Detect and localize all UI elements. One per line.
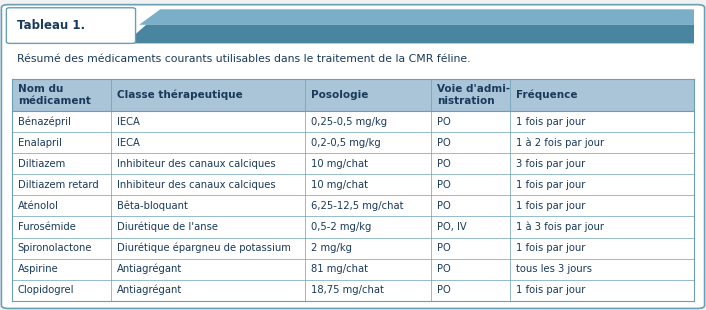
Text: PO: PO [437, 138, 451, 148]
Text: 0,5-2 mg/kg: 0,5-2 mg/kg [311, 222, 371, 232]
Text: Furosémide: Furosémide [18, 222, 76, 232]
Text: 81 mg/chat: 81 mg/chat [311, 264, 368, 274]
Text: 1 à 3 fois par jour: 1 à 3 fois par jour [515, 222, 604, 232]
Bar [12, 216, 694, 237]
Bar [12, 195, 694, 216]
Text: Clopidogrel: Clopidogrel [18, 285, 74, 295]
Text: Tableau 1.: Tableau 1. [17, 19, 85, 32]
Text: Résumé des médicaments courants utilisables dans le traitement de la CMR féline.: Résumé des médicaments courants utilisab… [17, 54, 470, 64]
Text: Fréquence: Fréquence [515, 90, 577, 100]
Text: Antiagrégant: Antiagrégant [116, 285, 181, 295]
Text: 2 mg/kg: 2 mg/kg [311, 243, 352, 253]
Bar [12, 259, 694, 280]
Bar [12, 153, 694, 174]
Text: tous les 3 jours: tous les 3 jours [515, 264, 592, 274]
Text: PO: PO [437, 264, 451, 274]
Text: 10 mg/chat: 10 mg/chat [311, 159, 368, 169]
Text: PO: PO [437, 117, 451, 127]
Text: Voie d'admi-
nistration: Voie d'admi- nistration [437, 84, 510, 106]
Text: Diltiazem retard: Diltiazem retard [18, 180, 98, 190]
Text: IECA: IECA [116, 117, 139, 127]
Text: 10 mg/chat: 10 mg/chat [311, 180, 368, 190]
Text: PO: PO [437, 201, 451, 211]
Text: Bêta-bloquant: Bêta-bloquant [116, 201, 187, 211]
Text: Diurétique épargneu de potassium: Diurétique épargneu de potassium [116, 243, 290, 253]
Text: 1 fois par jour: 1 fois par jour [515, 285, 585, 295]
Text: 6,25-12,5 mg/chat: 6,25-12,5 mg/chat [311, 201, 403, 211]
Bar [12, 174, 694, 195]
Bar [12, 132, 694, 153]
Text: PO: PO [437, 285, 451, 295]
Text: 1 à 2 fois par jour: 1 à 2 fois par jour [515, 138, 604, 148]
Text: PO: PO [437, 180, 451, 190]
Text: Bénazépril: Bénazépril [18, 117, 71, 127]
Bar [12, 237, 694, 259]
Text: Diurétique de l'anse: Diurétique de l'anse [116, 222, 217, 232]
Text: PO, IV: PO, IV [437, 222, 467, 232]
Text: Inhibiteur des canaux calciques: Inhibiteur des canaux calciques [116, 180, 275, 190]
Polygon shape [139, 9, 694, 25]
Text: 1 fois par jour: 1 fois par jour [515, 180, 585, 190]
Text: 18,75 mg/chat: 18,75 mg/chat [311, 285, 384, 295]
FancyBboxPatch shape [1, 5, 705, 308]
Polygon shape [125, 25, 694, 43]
Bar [12, 111, 694, 132]
Text: 1 fois par jour: 1 fois par jour [515, 201, 585, 211]
Bar [12, 79, 694, 111]
Bar [12, 280, 694, 301]
Text: IECA: IECA [116, 138, 139, 148]
Text: Aténolol: Aténolol [18, 201, 59, 211]
Text: Posologie: Posologie [311, 90, 369, 100]
Text: Classe thérapeutique: Classe thérapeutique [116, 90, 242, 100]
Text: 3 fois par jour: 3 fois par jour [515, 159, 585, 169]
Text: Spironolactone: Spironolactone [18, 243, 92, 253]
Text: Inhibiteur des canaux calciques: Inhibiteur des canaux calciques [116, 159, 275, 169]
Text: PO: PO [437, 243, 451, 253]
Text: PO: PO [437, 159, 451, 169]
FancyBboxPatch shape [6, 8, 136, 43]
Text: 1 fois par jour: 1 fois par jour [515, 117, 585, 127]
Text: Nom du
médicament: Nom du médicament [18, 84, 90, 106]
Text: 0,25-0,5 mg/kg: 0,25-0,5 mg/kg [311, 117, 387, 127]
Text: 1 fois par jour: 1 fois par jour [515, 243, 585, 253]
Text: 0,2-0,5 mg/kg: 0,2-0,5 mg/kg [311, 138, 381, 148]
Text: Diltiazem: Diltiazem [18, 159, 65, 169]
Text: Aspirine: Aspirine [18, 264, 59, 274]
Text: Enalapril: Enalapril [18, 138, 61, 148]
Text: Antiagrégant: Antiagrégant [116, 264, 181, 274]
